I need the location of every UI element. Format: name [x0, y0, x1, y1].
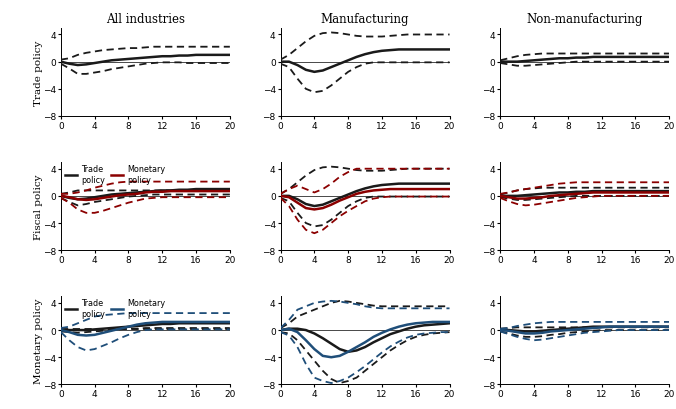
Title: Manufacturing: Manufacturing [321, 13, 409, 26]
Y-axis label: Monetary policy: Monetary policy [34, 298, 43, 383]
Legend: Trade
policy, Monetary
policy: Trade policy, Monetary policy [65, 299, 166, 318]
Title: Non-manufacturing: Non-manufacturing [527, 13, 643, 26]
Y-axis label: Fiscal policy: Fiscal policy [34, 174, 43, 239]
Legend: Trade
policy, Monetary
policy: Trade policy, Monetary policy [65, 165, 166, 184]
Title: All industries: All industries [106, 13, 185, 26]
Y-axis label: Trade policy: Trade policy [34, 40, 43, 105]
